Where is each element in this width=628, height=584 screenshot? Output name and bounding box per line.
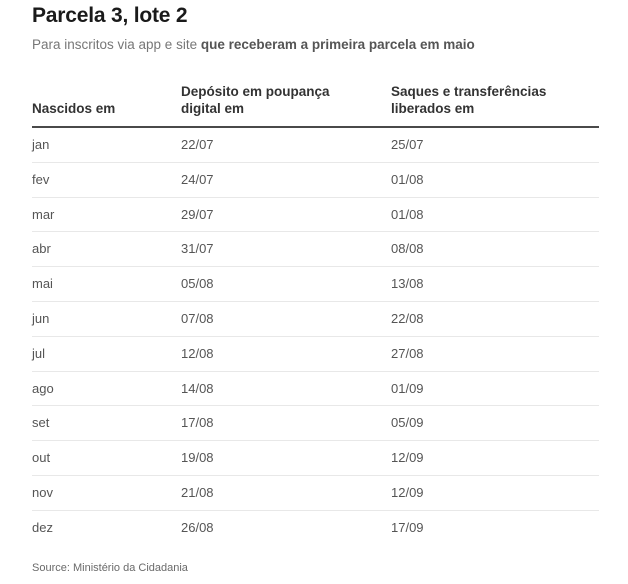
cell-withdraw-date: 01/08 [391, 171, 424, 187]
header-withdrawals-line2: liberados em [391, 101, 475, 116]
table-row: jun 07/08 22/08 [32, 302, 599, 337]
table-row: out 19/08 12/09 [32, 441, 599, 476]
cell-month: fev [32, 171, 50, 187]
cell-deposit-date: 19/08 [181, 450, 214, 466]
cell-withdraw-date: 08/08 [391, 241, 424, 257]
cell-month: out [32, 450, 51, 466]
page-title: Parcela 3, lote 2 [32, 4, 188, 27]
table-row: nov 21/08 12/09 [32, 476, 599, 511]
header-deposit-line1: Depósito em poupança [181, 84, 330, 99]
header-withdrawals: Saques e transferências liberados em [391, 83, 591, 117]
cell-deposit-date: 05/08 [181, 276, 214, 292]
cell-month: ago [32, 380, 54, 396]
header-deposit: Depósito em poupança digital em [181, 83, 371, 117]
cell-deposit-date: 21/08 [181, 484, 214, 500]
cell-deposit-date: 24/07 [181, 171, 214, 187]
cell-month: jan [32, 137, 50, 152]
cell-month: jul [32, 345, 46, 361]
cell-deposit-date: 14/08 [181, 380, 214, 396]
cell-deposit-date: 12/08 [181, 345, 214, 361]
cell-month: nov [32, 484, 53, 500]
table-row: jul 12/08 27/08 [32, 337, 599, 372]
cell-deposit-date: 22/07 [181, 137, 214, 152]
cell-deposit-date: 07/08 [181, 310, 214, 326]
table-row: jan 22/07 25/07 [32, 128, 599, 163]
table-row: ago 14/08 01/09 [32, 372, 599, 407]
subtitle: Para inscritos via app e site que recebe… [32, 37, 475, 52]
cell-withdraw-date: 05/09 [391, 415, 424, 431]
cell-withdraw-date: 25/07 [391, 137, 424, 152]
cell-deposit-date: 26/08 [181, 519, 214, 535]
cell-withdraw-date: 27/08 [391, 345, 424, 361]
cell-month: mar [32, 206, 55, 222]
subtitle-normal-text: Para inscritos via app e site [32, 37, 201, 52]
source-note: Source: Ministério da Cidadania [32, 562, 188, 574]
table-row: abr 31/07 08/08 [32, 232, 599, 268]
cell-withdraw-date: 17/09 [391, 519, 424, 535]
table-row: set 17/08 05/09 [32, 406, 599, 442]
cell-deposit-date: 31/07 [181, 241, 214, 257]
cell-withdraw-date: 12/09 [391, 450, 424, 466]
cell-deposit-date: 17/08 [181, 415, 214, 431]
subtitle-bold-text: que receberam a primeira parcela em maio [200, 37, 475, 52]
table-body: jan 22/07 25/07 fev 24/07 01/08 mar 29/07 01/0… [32, 128, 599, 546]
table-row: mai 05/08 13/08 [32, 267, 599, 302]
header-withdrawals-line1: Saques e transferências [391, 84, 547, 99]
header-deposit-line2: digital em [181, 101, 245, 116]
cell-withdraw-date: 12/09 [391, 484, 424, 500]
table-row: fev 24/07 01/08 [32, 163, 599, 198]
cell-month: dez [32, 519, 53, 535]
cell-month: jun [32, 310, 50, 326]
cell-month: set [32, 415, 50, 431]
cell-month: abr [32, 241, 51, 257]
cell-withdraw-date: 01/09 [391, 380, 424, 396]
header-born-in: Nascidos em [32, 101, 116, 116]
cell-withdraw-date: 01/08 [391, 206, 424, 222]
table-header: Nascidos em Depósito em poupança digital… [32, 80, 599, 128]
table-row: dez 26/08 17/09 [32, 511, 599, 546]
cell-month: mai [32, 276, 53, 292]
cell-withdraw-date: 13/08 [391, 276, 424, 292]
cell-deposit-date: 29/07 [181, 206, 214, 222]
table-row: mar 29/07 01/08 [32, 198, 599, 233]
cell-withdraw-date: 22/08 [391, 310, 424, 326]
